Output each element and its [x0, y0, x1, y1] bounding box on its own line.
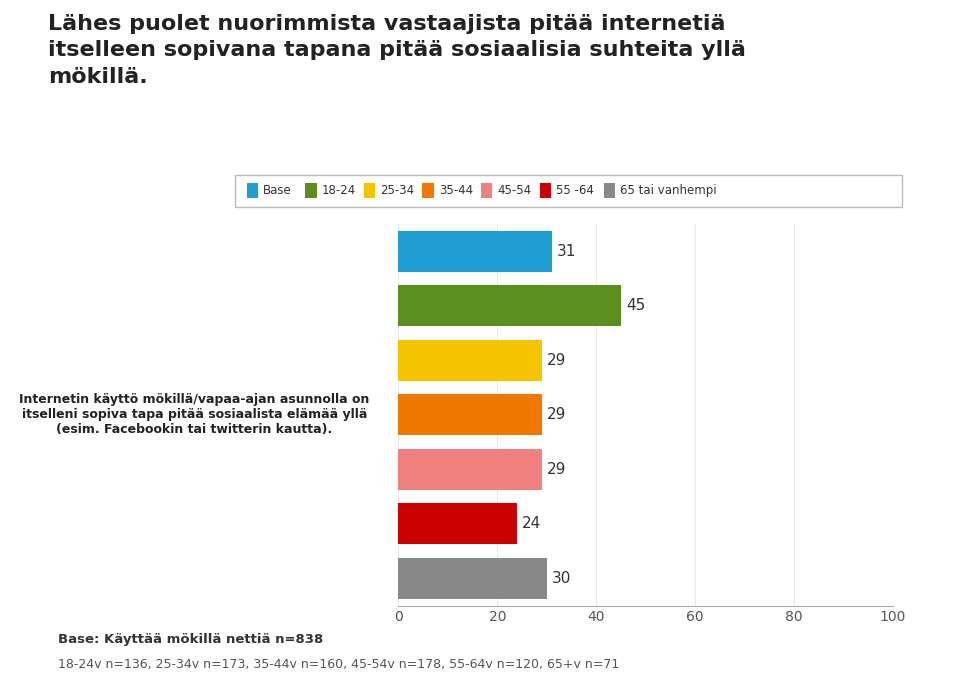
Text: 55 -64: 55 -64	[556, 184, 593, 197]
Bar	[398, 340, 541, 381]
Bar	[398, 449, 541, 490]
Text: 35-44: 35-44	[439, 184, 473, 197]
Text: 24: 24	[522, 517, 541, 531]
Bar	[398, 286, 621, 326]
Text: Lähes puolet nuorimmista vastaajista pitää internetiä
itselleen sopivana tapana : Lähes puolet nuorimmista vastaajista pit…	[48, 14, 746, 87]
Bar	[398, 394, 541, 435]
Text: Internetin käyttö mökillä/vapaa-ajan asunnolla on
itselleni sopiva tapa pitää so: Internetin käyttö mökillä/vapaa-ajan asu…	[19, 393, 370, 436]
Text: 29: 29	[547, 353, 566, 368]
Text: 29: 29	[547, 462, 566, 477]
Text: Base: Käyttää mökillä nettiä n=838: Base: Käyttää mökillä nettiä n=838	[58, 634, 323, 647]
Text: 65 tai vanhempi: 65 tai vanhempi	[620, 184, 717, 197]
Bar	[398, 231, 552, 272]
Text: 25-34: 25-34	[380, 184, 415, 197]
Text: 18-24: 18-24	[322, 184, 356, 197]
Bar	[398, 558, 547, 598]
Text: 29: 29	[547, 407, 566, 422]
Text: Base: Base	[263, 184, 292, 197]
Text: 18-24v n=136, 25-34v n=173, 35-44v n=160, 45-54v n=178, 55-64v n=120, 65+v n=71: 18-24v n=136, 25-34v n=173, 35-44v n=160…	[58, 658, 619, 671]
Text: 45-54: 45-54	[497, 184, 532, 197]
Text: 30: 30	[552, 570, 571, 586]
Bar	[398, 503, 517, 544]
Text: 31: 31	[557, 244, 576, 259]
Text: 45: 45	[626, 298, 645, 313]
